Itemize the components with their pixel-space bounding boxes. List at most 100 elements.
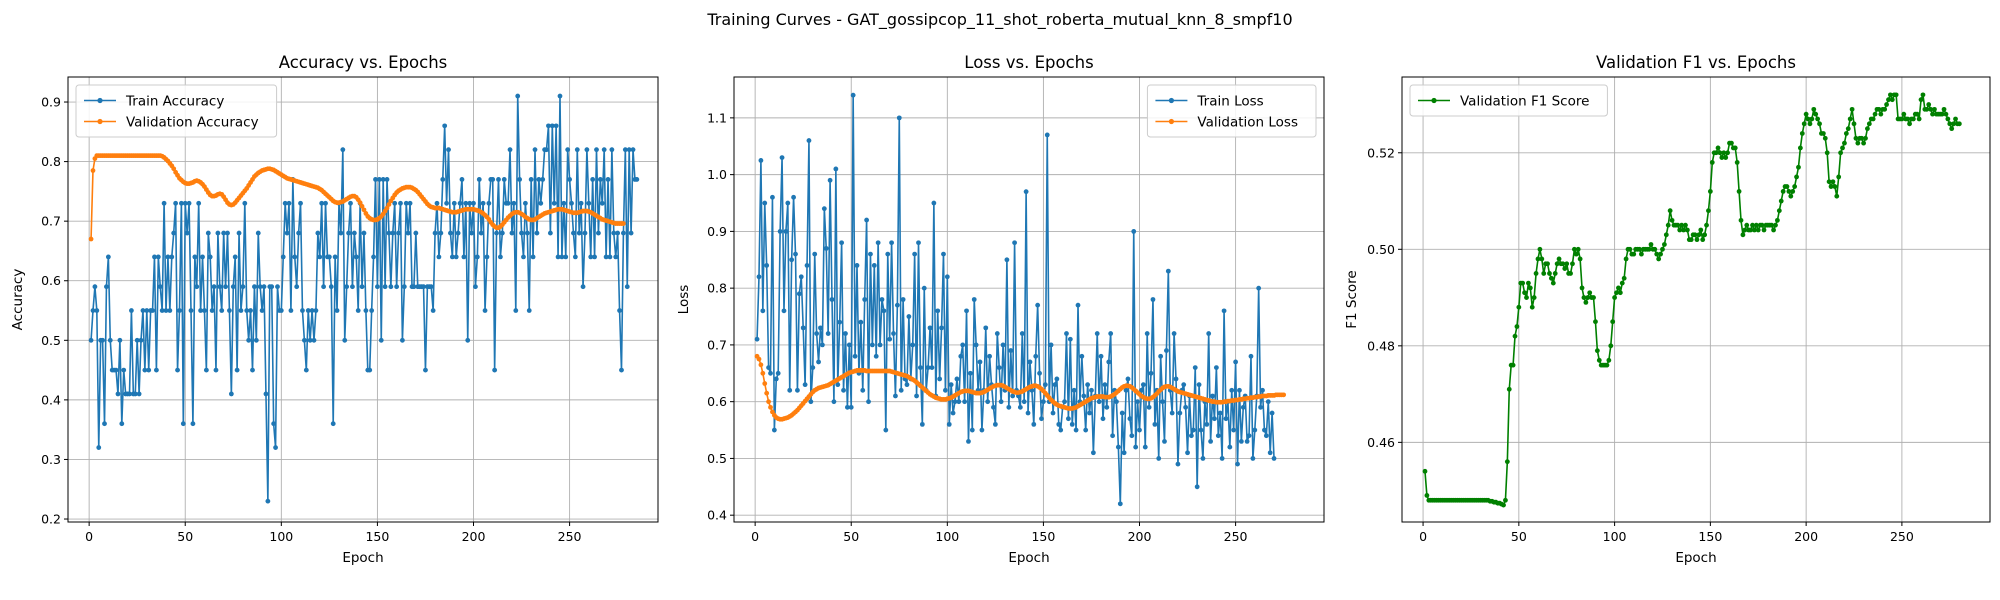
train-accuracy-point [513,308,519,313]
train-loss-point [992,421,998,427]
train-accuracy-point [167,308,173,313]
train-accuracy-point [265,498,271,504]
train-loss-point [1146,404,1152,410]
y-tick-label: 0.2 [41,512,61,527]
train-accuracy-point [511,200,517,206]
train-accuracy-point [115,391,121,397]
train-loss-point [966,439,971,444]
validation-f1-score-point [1926,102,1932,107]
validation-f1-score-point [1614,290,1619,296]
train-accuracy-point [240,284,246,290]
train-accuracy-point [515,93,521,99]
train-loss-point [1156,456,1162,461]
train-accuracy-point [90,308,96,313]
train-loss-point [1142,444,1148,450]
train-accuracy-point [517,177,523,182]
train-accuracy-point [113,367,119,373]
train-loss-point [869,342,875,348]
validation-f1-score-point [1853,135,1859,141]
train-accuracy-point [246,337,252,343]
validation-f1-score-point [1610,319,1616,325]
train-accuracy-point [92,284,98,290]
validation-f1-score-point [1662,242,1667,247]
validation-f1-score-point [1526,280,1531,286]
y-tick-label: 0.3 [41,452,61,467]
train-loss-point [952,399,958,405]
train-loss-point [1083,427,1089,433]
train-loss-point [804,263,810,268]
train-accuracy-point [165,254,171,260]
train-loss-point [810,365,816,371]
validation-f1-score-point [1888,92,1893,98]
train-loss-point [858,319,864,325]
validation-f1-score-point [1799,131,1805,136]
train-loss-point [777,228,783,234]
train-loss-point [1025,410,1031,416]
x-tick-label: 150 [1031,529,1055,544]
y-tick-label: 0.9 [707,224,727,239]
validation-f1-score-point [1623,256,1629,262]
validation-f1-score-point [1742,227,1748,233]
train-accuracy-point [540,177,546,182]
train-loss-point [985,399,991,405]
train-loss-point [806,138,812,143]
train-accuracy-point [457,200,463,206]
train-accuracy-point [442,123,448,129]
train-accuracy-point [451,200,457,206]
train-accuracy-point [305,308,311,313]
validation-f1-score-point [1704,222,1709,228]
validation-f1-score-point [1591,295,1596,300]
validation-f1-score-point [1575,246,1581,252]
train-accuracy-point [157,284,163,290]
validation-f1-score-point [1560,261,1566,267]
validation-f1-score-point [1771,227,1776,233]
train-loss-point [900,297,906,302]
validation-f1-score-point [1755,227,1761,233]
legend-swatch-marker [1168,97,1175,104]
validation-f1-score-point [1847,116,1853,122]
train-accuracy-point [469,230,474,236]
validation-f1-score-point [1809,116,1815,122]
train-accuracy-point [188,308,194,313]
train-loss-point [1114,399,1119,405]
validation-f1-score-point [1778,198,1784,204]
train-loss-point [779,155,785,161]
train-loss-point [835,382,841,388]
train-accuracy-point [340,147,346,153]
train-loss-point [1231,427,1237,433]
validation-f1-score-point [1612,295,1617,300]
train-loss-point [1173,376,1179,382]
train-accuracy-point [522,200,528,206]
train-loss-point [1212,416,1217,422]
validation-f1-score-point [1759,222,1765,228]
train-accuracy-point [273,445,278,450]
train-accuracy-point [396,230,401,236]
train-accuracy-point [223,284,228,290]
legend-swatch-marker [97,97,103,104]
train-loss-point [1115,444,1121,450]
train-accuracy-point [394,284,400,290]
train-accuracy-point [248,308,253,313]
train-loss-point [898,387,904,393]
y-tick-label: 0.4 [41,392,61,407]
train-loss-point [1169,410,1175,416]
train-loss-point [1150,297,1156,302]
train-loss-point [1108,331,1114,336]
train-loss-point [871,263,877,268]
train-loss-point [1023,189,1029,195]
f1-legend: Validation F1 Score [1409,84,1608,117]
validation-f1-score-point [1790,188,1796,194]
validation-accuracy-point [88,236,94,242]
train-accuracy-point [392,200,398,206]
train-accuracy-point [380,177,386,182]
train-accuracy-point [328,284,334,290]
legend-box [1146,84,1317,138]
loss-chart-title: Loss vs. Epochs [964,53,1093,72]
validation-f1-score-point [1706,208,1711,214]
train-accuracy-point [484,254,490,260]
train-loss-point [1258,404,1263,410]
train-loss-point [991,404,996,410]
validation-f1-score-point [1882,106,1888,112]
train-loss-point [1164,348,1169,353]
train-loss-point [1248,353,1254,359]
